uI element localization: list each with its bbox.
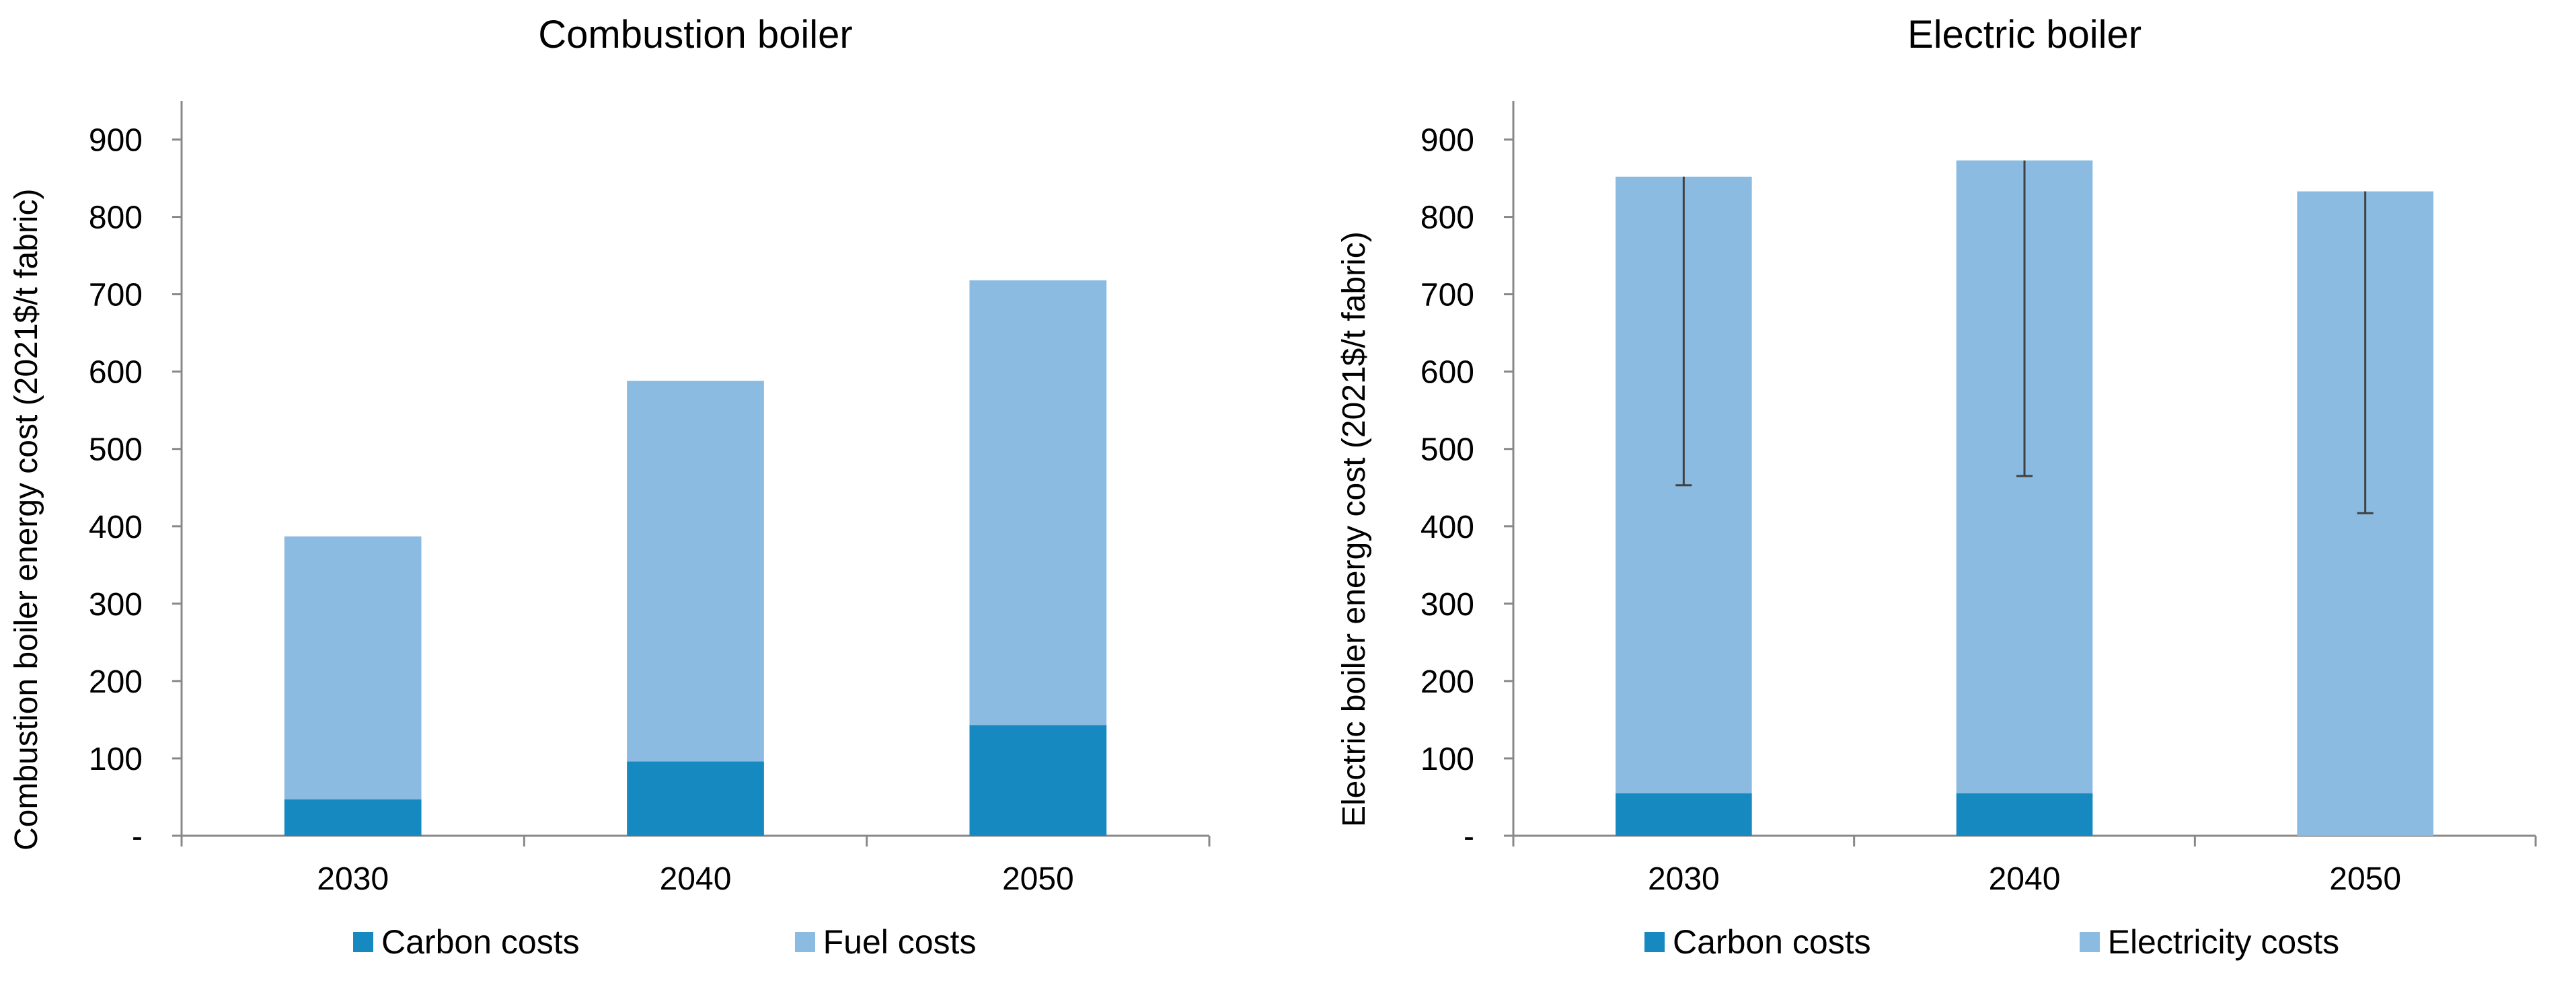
- y-tick-label: 700: [89, 278, 143, 313]
- y-tick-label: 500: [1420, 432, 1474, 468]
- bar-carbon-2040: [1956, 793, 2093, 836]
- bar-carbon-2030: [284, 799, 422, 836]
- y-tick-label: 900: [1420, 123, 1474, 159]
- y-tick-label: 600: [1420, 355, 1474, 391]
- plot-area: - 100 200 300 400 500 600 700 800 900 2030 2040 2050: [89, 101, 1211, 897]
- y-tick-label: 300: [89, 587, 143, 623]
- x-tick-label: 2040: [1989, 861, 2061, 897]
- y-tick-label: -: [1464, 819, 1474, 855]
- chart-title: Combustion boiler: [538, 13, 853, 56]
- plot-area: - 100 200 300 400 500 600 700 800 900 2030 2040 2050: [1420, 101, 2537, 897]
- legend-item-fuel: Fuel costs: [794, 922, 977, 961]
- y-tick-label: 400: [89, 510, 143, 545]
- legend-swatch-electricity: [2079, 932, 2100, 952]
- legend: Carbon costs Electricity costs: [1644, 922, 2339, 961]
- y-tick-label: 200: [89, 664, 143, 700]
- y-tick-label: 800: [1420, 200, 1474, 236]
- y-tick-label: 800: [89, 200, 143, 236]
- legend-swatch-fuel: [794, 932, 815, 952]
- y-tick-label: 100: [89, 742, 143, 777]
- y-tick-label: 300: [1420, 587, 1474, 623]
- y-tick-label: 500: [89, 432, 143, 468]
- x-tick-label: 2030: [317, 861, 389, 897]
- legend-label-carbon: Carbon costs: [1673, 923, 1871, 961]
- x-tick-label: 2030: [1648, 861, 1720, 897]
- bar-carbon-2050: [969, 725, 1107, 836]
- bar-carbon-2040: [627, 761, 764, 836]
- x-tick-label: 2040: [660, 861, 732, 897]
- y-tick-label: 600: [89, 355, 143, 391]
- chart-title: Electric boiler: [1907, 13, 2142, 56]
- x-tick-label: 2050: [1002, 861, 1074, 897]
- x-tick-label: 2050: [2329, 861, 2401, 897]
- electric-boiler-chart: Electric boiler Electric boiler energy c…: [1328, 0, 2576, 983]
- bar-carbon-2030: [1616, 793, 1752, 836]
- legend-swatch-carbon: [1644, 932, 1665, 952]
- bar-fuel-2050: [969, 280, 1107, 725]
- legend-label-carbon: Carbon costs: [381, 923, 580, 961]
- combustion-boiler-chart: Combustion boiler Combustion boiler ener…: [0, 0, 1278, 983]
- bar-fuel-2040: [627, 381, 764, 762]
- y-tick-label: 400: [1420, 510, 1474, 545]
- legend: Carbon costs Fuel costs: [353, 922, 976, 961]
- bar-fuel-2030: [284, 536, 422, 799]
- legend-label-fuel: Fuel costs: [823, 923, 977, 961]
- y-tick-label: -: [132, 819, 143, 855]
- y-tick-label: 100: [1420, 742, 1474, 777]
- legend-item-electricity: Electricity costs: [2079, 922, 2340, 961]
- legend-swatch-carbon: [353, 932, 373, 952]
- legend-item-carbon: Carbon costs: [353, 922, 580, 961]
- y-tick-label: 700: [1420, 278, 1474, 313]
- legend-label-electricity: Electricity costs: [2107, 923, 2340, 961]
- y-tick-label: 900: [89, 123, 143, 159]
- legend-item-carbon: Carbon costs: [1644, 922, 1871, 961]
- y-tick-label: 200: [1420, 664, 1474, 700]
